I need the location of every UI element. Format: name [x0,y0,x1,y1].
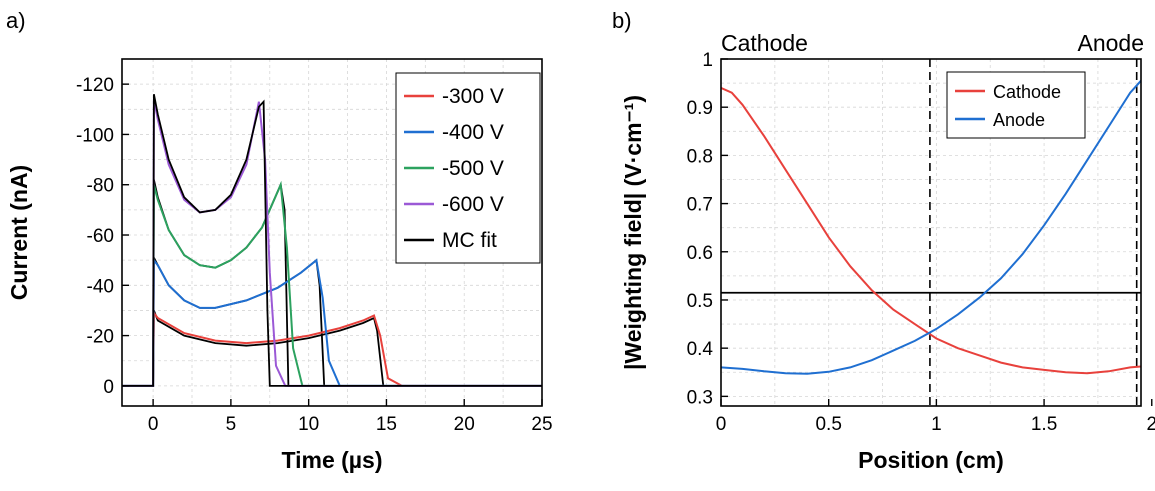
panel-b-x-axis-title: Position (cm) [858,447,1004,473]
y-tick-label: 0.8 [687,146,713,167]
x-tick-label: 25 [531,414,552,435]
panel-a-x-axis-title: Time (µs) [281,447,382,473]
panel-a-ticks: 0 5 10 15 20 25 0 -20 -40 -60 -80 -100 -120 [76,75,553,435]
x-tick-label: 15 [376,414,397,435]
series-line [721,86,1141,375]
legend-entry-label: -500 V [442,157,504,180]
y-tick-label: 1 [702,50,713,71]
panel-b-label: b) [612,8,632,33]
y-tick-label: 0.5 [687,291,713,312]
y-tick-label: 0.4 [687,339,714,360]
panel-a: a) 0 5 10 15 20 25 0 -20 -40 -60 -80 -100 -120 Time … [6,8,553,473]
series-line [122,180,542,387]
panel-b-series [721,80,1141,375]
panel-b-y-axis-title: |Weighting field| (V·cm⁻¹) [620,95,646,370]
panel-a-series [122,94,542,387]
legend-entry-label: -600 V [442,193,504,216]
y-tick-label: -100 [76,125,114,146]
x-tick-label: 0 [716,414,727,435]
panel-b-reference-lines [721,59,1141,406]
x-tick-label: 10 [298,414,319,435]
legend-entry-label: MC fit [442,229,497,252]
x-tick-label: 20 [454,414,475,435]
x-tick-label: 5 [226,414,237,435]
panel-a-plot-frame [121,58,543,407]
y-tick-label: 0 [103,377,114,398]
y-tick-label: -120 [76,75,114,96]
panel-b-legend: Cathode Anode [946,71,1086,139]
anode-side-label: Anode [1077,30,1144,56]
legend-entry-label: Anode [993,110,1045,130]
legend-box [946,71,1086,139]
x-tick-label: 1.5 [1031,414,1057,435]
legend-entry-label: -400 V [442,121,504,144]
panel-b: b) Cathode Anode 0 0.5 1 1.5 2 0.3 0.4 0.5 0.6 0.… [612,8,1155,473]
series-line [721,80,1141,375]
y-tick-label: 0.6 [687,243,713,264]
series-line [122,94,542,387]
series-line [122,257,542,387]
x-tick-label: 1 [931,414,942,435]
y-tick-label: -20 [87,327,114,348]
panel-b-plot-frame [720,58,1142,407]
panel-b-ticks: 0 0.5 1 1.5 2 0.3 0.4 0.5 0.6 0.7 0.8 0.9 1 [687,50,1155,435]
series-line [122,310,542,387]
y-tick-label: 0.7 [687,195,713,216]
x-tick-label: 0.5 [815,414,841,435]
panel-a-y-axis-title: Current (nA) [6,165,32,300]
panel-a-legend: -300 V -400 V -500 V -600 V MC fit [395,72,541,264]
y-tick-label: -80 [87,176,114,197]
cathode-side-label: Cathode [721,30,808,56]
x-tick-label: 2 [1146,414,1155,435]
x-tick-label: 0 [148,414,159,435]
panel-a-label: a) [6,8,26,33]
y-tick-label: 0.9 [687,98,713,119]
legend-entry-label: Cathode [993,82,1061,102]
y-tick-label: -60 [87,226,114,247]
legend-entry-label: -300 V [442,85,504,108]
y-tick-label: 0.3 [687,387,713,408]
y-tick-label: -40 [87,276,114,297]
